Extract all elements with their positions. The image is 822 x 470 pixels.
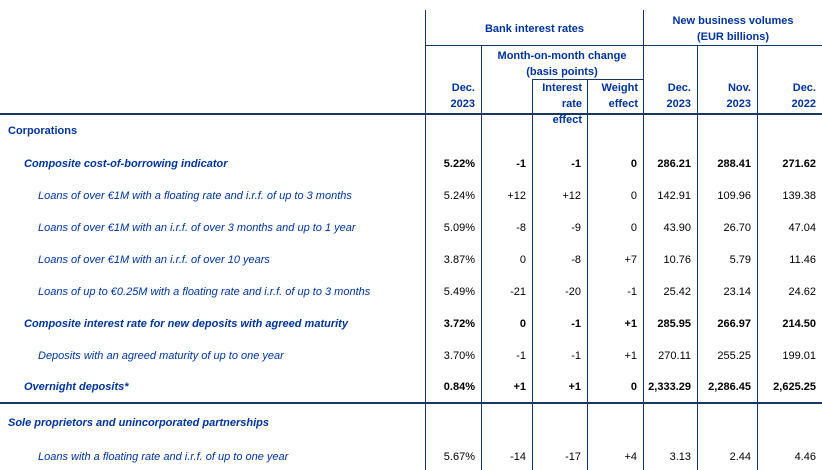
header-group-new-business-volumes: New business volumes (EUR billions) [644, 13, 822, 45]
row-loans-over-1m-floating-3m: Loans of over €1M with a floating rate a… [0, 180, 822, 212]
row-loans-over-1m-over-10y: Loans of over €1M with an i.r.f. of over… [0, 244, 822, 276]
row-label: Overnight deposits* [24, 381, 129, 393]
row-composite-deposits-agreed-maturity: Composite interest rate for new deposits… [0, 308, 822, 340]
table-header: Bank interest rates New business volumes… [0, 0, 822, 126]
row-label: Loans of over €1M with an i.r.f. of over… [38, 254, 270, 266]
row-label: Composite interest rate for new deposits… [24, 318, 348, 330]
header-vline-vol1-vol2 [697, 45, 698, 113]
header-vline-rate-change [481, 45, 482, 113]
row-label: Loans with a floating rate and i.r.f. of… [38, 451, 289, 463]
row-label: Loans of over €1M with a floating rate a… [38, 190, 352, 202]
row-deposits-agreed-maturity-1y: Deposits with an agreed maturity of up t… [0, 340, 822, 372]
row-sole-proprietors: Sole proprietors and unincorporated part… [0, 404, 822, 442]
header-vline-ire-we [587, 79, 588, 113]
header-subgroup-mom-change: Month-on-month change (basis points) [481, 48, 643, 80]
row-composite-cost-of-borrowing: Composite cost-of-borrowing indicator 5.… [0, 147, 822, 180]
section-divider [0, 402, 822, 404]
row-label: Sole proprietors and unincorporated part… [8, 417, 269, 429]
col-header-interest-rate-effect: Interest rate effect [542, 82, 582, 126]
new-business-volumes-line1: New business volumes [672, 15, 794, 27]
mom-change-line2: (basis points) [526, 66, 598, 78]
row-label: Loans of over €1M with an i.r.f. of over… [38, 222, 356, 234]
col-header-vol-dec-2023: Dec. 2023 [666, 82, 691, 110]
header-vline-change-ire [532, 79, 533, 113]
header-vline-group-divider [643, 10, 644, 113]
header-body-divider [0, 113, 822, 115]
row-label: Corporations [8, 125, 78, 137]
new-business-volumes-line2: (EUR billions) [696, 31, 770, 43]
header-vline-vol2-vol3 [757, 45, 758, 113]
mom-change-line1: Month-on-month change [497, 50, 627, 62]
col-header-vol-dec-2022: Dec. 2022 [791, 82, 816, 110]
header-hline-under-groups [425, 45, 822, 46]
row-label: Deposits with an agreed maturity of up t… [38, 350, 284, 362]
header-vline-left-group [425, 10, 426, 113]
row-loans-up-to-025m-floating-3m: Loans of up to €0.25M with a floating ra… [0, 276, 822, 308]
col-header-vol-nov-2023: Nov. 2023 [726, 82, 751, 110]
row-loans-over-1m-3m-1y: Loans of over €1M with an i.r.f. of over… [0, 212, 822, 244]
header-group-bank-interest-rates: Bank interest rates [484, 23, 585, 35]
row-label: Composite cost-of-borrowing indicator [24, 157, 228, 170]
row-corporations: Corporations [0, 115, 822, 147]
col-header-weight-effect: Weight effect [601, 82, 638, 110]
row-overnight-deposits: Overnight deposits* 0.84% +1 +1 0 2,333.… [0, 372, 822, 402]
col-header-rate-dec-2023: Dec. 2023 [450, 82, 475, 110]
row-label: Loans of up to €0.25M with a floating ra… [38, 286, 371, 298]
row-loans-floating-rate-1y: Loans with a floating rate and i.r.f. of… [0, 442, 822, 470]
